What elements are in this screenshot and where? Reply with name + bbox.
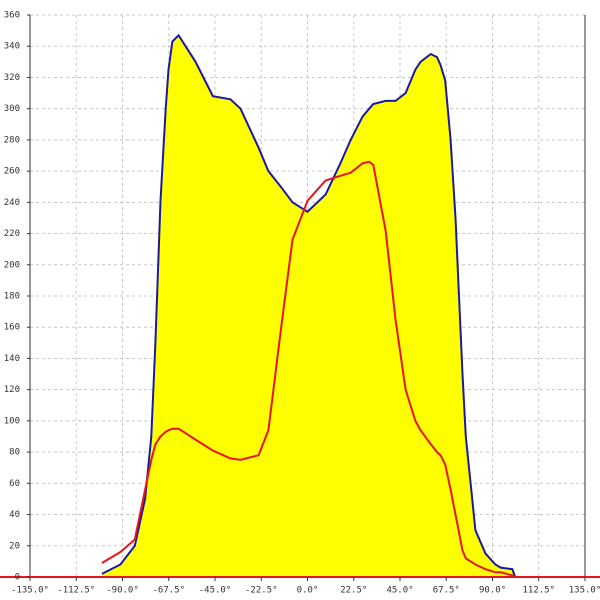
y-tick-label: 360	[4, 11, 20, 21]
x-tick-label: 22.5°	[340, 586, 367, 596]
x-tick-label: -135.0°	[11, 586, 49, 596]
plot	[101, 33, 517, 578]
labels: 0 20 40 60 80 100 120 140 160 180 200 220 240 260 280 3…	[4, 11, 600, 596]
y-tick-label: 300	[4, 104, 20, 114]
x-tick-label: -45.0°	[199, 586, 232, 596]
y-tick-label: 240	[4, 198, 20, 208]
y-tick-label: 340	[4, 42, 20, 52]
y-tick-label: 80	[9, 448, 20, 458]
y-tick-label: 20	[9, 541, 20, 551]
y-tick-label: 280	[4, 135, 20, 145]
y-tick-label: 120	[4, 385, 20, 395]
y-tick-label: 60	[9, 479, 20, 489]
y-tick-label: 40	[9, 510, 20, 520]
x-tick-label: 135.0°	[569, 586, 600, 596]
y-tick-label: 260	[4, 167, 20, 177]
area-fill	[101, 35, 516, 578]
y-tick-label: 100	[4, 416, 20, 426]
x-tick-label: 67.5°	[433, 586, 460, 596]
y-tick-label: 160	[4, 323, 20, 333]
x-tick-label: 45.0°	[386, 586, 413, 596]
x-tick-label: -90.0°	[106, 586, 139, 596]
y-tick-label: 180	[4, 292, 20, 302]
x-tick-label: 112.5°	[522, 586, 555, 596]
series-line	[101, 160, 516, 578]
y-tick-label: 320	[4, 73, 20, 83]
x-tick-label: 90.0°	[479, 586, 506, 596]
series-line	[101, 33, 517, 578]
y-tick-label: 140	[4, 354, 20, 364]
x-tick-label: 0.0°	[297, 586, 319, 596]
x-tick-label: -112.5°	[57, 586, 95, 596]
y-tick-label: 200	[4, 260, 20, 270]
y-tick-label: 0	[15, 573, 20, 583]
x-tick-label: -22.5°	[245, 586, 278, 596]
y-tick-label: 220	[4, 229, 20, 239]
x-tick-label: -67.5°	[152, 586, 185, 596]
